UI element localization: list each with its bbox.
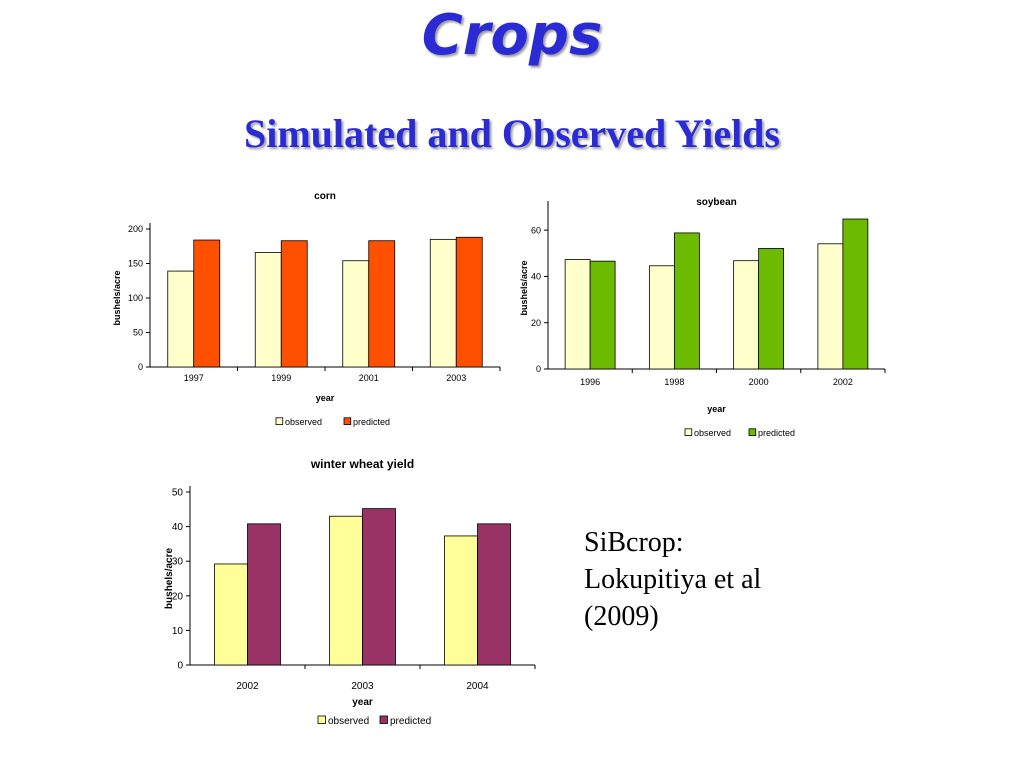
- soybean-yield-chart: soybean 0 20 40 60 bushels/acre 1996 1998 2000 20…: [519, 197, 886, 438]
- bar-observed: [329, 515, 363, 666]
- bar-predicted: [842, 218, 869, 370]
- citation-line: SiBcrop:: [584, 527, 684, 558]
- x-axis-label: year: [352, 697, 373, 708]
- x-tick-label: 2002: [833, 377, 853, 387]
- y-tick-label: 40: [172, 522, 184, 533]
- x-tick-label: 2004: [466, 681, 489, 692]
- y-axis-label: bushels/acre: [112, 270, 122, 325]
- bar-predicted: [673, 232, 700, 370]
- citation-line: (2009): [584, 601, 659, 632]
- y-tick-label: 20: [172, 591, 184, 602]
- bar-observed: [733, 260, 760, 370]
- y-tick-label: 50: [172, 488, 184, 499]
- bar-predicted: [280, 240, 308, 368]
- legend-swatch: [275, 417, 284, 425]
- legend-swatch: [684, 428, 693, 436]
- y-tick-label: 0: [177, 661, 183, 672]
- chart-title: soybean: [696, 197, 737, 208]
- y-tick-label: 20: [531, 318, 541, 328]
- bar-observed: [817, 243, 844, 370]
- slide-subtitle: Simulated and Observed Yields: [244, 111, 780, 156]
- bar-observed: [429, 238, 457, 368]
- legend-label: observed: [328, 716, 369, 727]
- bar-predicted: [362, 508, 396, 666]
- x-tick-label: 1999: [271, 373, 291, 383]
- bar-observed: [564, 259, 591, 370]
- bar-predicted: [477, 523, 511, 666]
- y-tick-label: 50: [133, 328, 143, 338]
- legend-label: observed: [694, 428, 731, 438]
- bar-observed: [648, 265, 675, 370]
- legend-label: observed: [285, 417, 322, 427]
- x-axis-label: year: [316, 393, 335, 403]
- y-axis-label: bushels/acre: [519, 260, 529, 315]
- bar-predicted: [368, 240, 396, 368]
- bar-predicted: [193, 239, 221, 368]
- legend-swatch: [748, 428, 757, 436]
- legend-swatch: [343, 417, 352, 425]
- winter-wheat-yield-chart: winter wheat yield 0 10 20 30 40 50 bushels/acr…: [164, 457, 536, 727]
- y-tick-label: 60: [531, 225, 541, 235]
- x-tick-label: 1998: [664, 377, 684, 387]
- bar-observed: [444, 535, 478, 666]
- x-tick-label: 2002: [236, 681, 259, 692]
- x-tick-label: 2000: [749, 377, 769, 387]
- y-tick-label: 10: [172, 626, 184, 637]
- legend-swatch: [317, 715, 326, 724]
- x-tick-label: 1997: [184, 373, 204, 383]
- y-tick-label: 0: [138, 362, 143, 372]
- y-tick-label: 150: [128, 259, 143, 269]
- bar-observed: [254, 252, 282, 368]
- bar-predicted: [589, 260, 616, 370]
- y-tick-label: 40: [531, 272, 541, 282]
- legend-swatch: [379, 715, 388, 724]
- bar-predicted: [247, 523, 281, 666]
- bar-predicted: [758, 248, 785, 370]
- bar-observed: [167, 270, 195, 368]
- bar-observed: [342, 260, 370, 368]
- y-tick-label: 30: [172, 557, 184, 568]
- corn-yield-chart: corn 0 50 100 150 200 bushels/acre 1997 1999 2001…: [112, 191, 501, 427]
- bar-observed: [214, 563, 248, 666]
- x-axis-label: year: [707, 404, 726, 414]
- x-tick-label: 2001: [359, 373, 379, 383]
- x-tick-label: 2003: [351, 681, 374, 692]
- y-tick-label: 200: [128, 224, 143, 234]
- y-axis-label: bushels/acre: [164, 547, 175, 609]
- legend-label: predicted: [390, 716, 431, 727]
- chart-title: corn: [314, 191, 336, 202]
- y-tick-label: 100: [128, 293, 143, 303]
- y-tick-label: 0: [536, 364, 541, 374]
- x-tick-label: 2003: [446, 373, 466, 383]
- chart-title: winter wheat yield: [310, 457, 414, 471]
- legend-label: predicted: [353, 417, 390, 427]
- citation-line: Lokupitiya et al: [584, 564, 762, 595]
- citation: SiBcrop: Lokupitiya et al (2009): [584, 524, 844, 635]
- slide-title: Crops: [421, 3, 603, 68]
- legend-label: predicted: [758, 428, 795, 438]
- bar-predicted: [455, 236, 483, 368]
- x-tick-label: 1996: [580, 377, 600, 387]
